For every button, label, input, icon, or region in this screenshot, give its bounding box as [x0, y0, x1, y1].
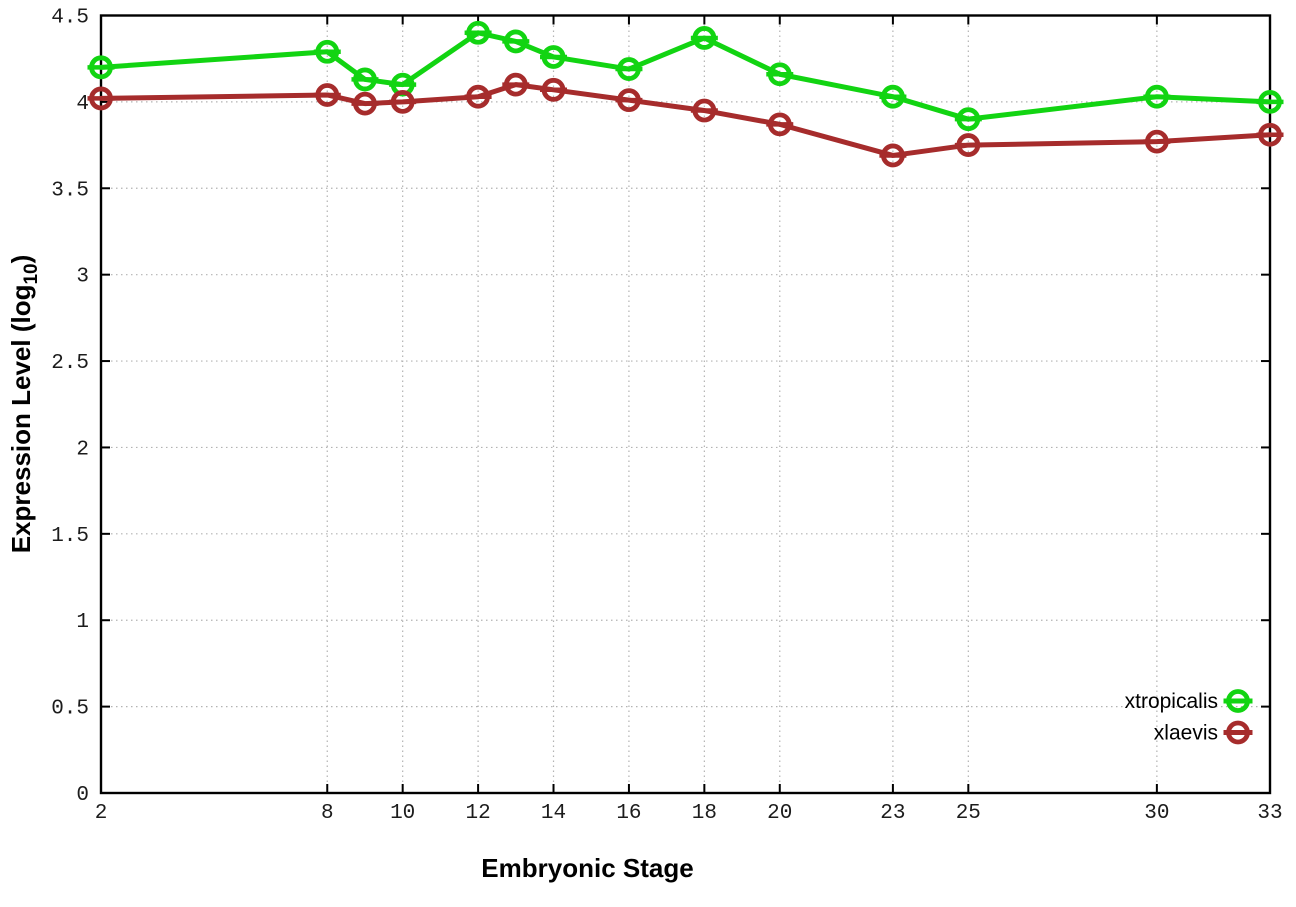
point-marker-xlaevis	[692, 98, 717, 123]
point-marker-xlaevis	[956, 133, 981, 157]
legend-label-xtropicalis: xtropicalis	[1125, 690, 1218, 713]
point-marker-xlaevis	[353, 91, 377, 116]
tick-labels: 2 8 10 12 14 16 18 20 23 25 30 33 0 0.5 1 1.5 2 2.5 3 3.5 4 4…	[51, 7, 1282, 826]
point-marker-xlaevis	[315, 83, 340, 107]
gridlines	[100, 14, 1271, 794]
plot-frame	[99, 14, 1272, 795]
point-marker-xlaevis	[89, 86, 113, 111]
point-marker-xlaevis	[881, 143, 905, 168]
point-marker-xtropicalis	[315, 39, 340, 64]
point-marker-xtropicalis	[541, 45, 566, 69]
x-tick-label: 12	[465, 802, 490, 825]
x-tick-label: 20	[767, 802, 792, 825]
x-tick-label: 14	[541, 802, 566, 825]
point-marker-xlaevis	[1144, 129, 1169, 154]
point-marker-xtropicalis	[692, 26, 717, 50]
point-marker-xtropicalis	[1258, 89, 1282, 114]
point-marker-xlaevis	[1258, 122, 1282, 147]
x-tick-label: 8	[321, 802, 334, 825]
point-marker-xtropicalis	[353, 67, 377, 92]
point-marker-xtropicalis	[881, 84, 905, 109]
y-tick-label: 3	[76, 266, 89, 289]
x-tick-label: 33	[1257, 802, 1282, 825]
y-tick-label: 2.5	[51, 352, 89, 375]
point-marker-xlaevis	[541, 77, 566, 102]
point-marker-xlaevis	[466, 84, 490, 109]
series-xlaevis	[87, 72, 1284, 168]
point-marker-xtropicalis	[767, 62, 792, 87]
point-marker-xtropicalis	[503, 29, 528, 54]
legend: xtropicalis xlaevis	[1125, 689, 1253, 745]
point-marker-xlaevis	[503, 72, 528, 97]
y-tick-label: 4.5	[51, 7, 89, 30]
y-tick-label: 1.5	[51, 525, 89, 548]
x-tick-label: 16	[616, 802, 641, 825]
x-tick-label: 30	[1144, 802, 1169, 825]
y-tick-label: 2	[76, 438, 89, 461]
legend-label-xlaevis: xlaevis	[1154, 722, 1218, 745]
x-tick-label: 25	[956, 802, 981, 825]
point-marker-xtropicalis	[89, 55, 113, 80]
x-tick-label: 18	[692, 802, 717, 825]
y-tick-label: 3.5	[51, 179, 89, 202]
x-axis-title: Embryonic Stage	[481, 853, 693, 883]
series-xtropicalis	[87, 20, 1284, 132]
series-line-xlaevis	[98, 82, 1273, 158]
y-tick-label: 0	[76, 784, 89, 807]
x-tick-label: 23	[880, 802, 905, 825]
point-marker-xlaevis	[390, 89, 415, 114]
point-marker-xtropicalis	[617, 57, 641, 81]
legend-marker-xtropicalis	[1226, 689, 1250, 713]
y-tick-label: 4	[76, 93, 89, 116]
x-tick-label: 10	[390, 802, 415, 825]
point-marker-xlaevis	[767, 112, 792, 137]
y-tick-label: 0.5	[51, 698, 89, 721]
point-marker-xtropicalis	[956, 107, 981, 132]
y-tick-label: 1	[76, 611, 89, 634]
point-marker-xtropicalis	[1144, 84, 1169, 109]
point-marker-xtropicalis	[466, 20, 490, 45]
y-axis-title: Expression Level (log10)	[6, 255, 42, 554]
tick-marks	[100, 14, 1271, 794]
x-tick-label: 2	[95, 802, 108, 825]
point-marker-xlaevis	[617, 88, 641, 113]
legend-marker-xlaevis	[1226, 720, 1250, 745]
